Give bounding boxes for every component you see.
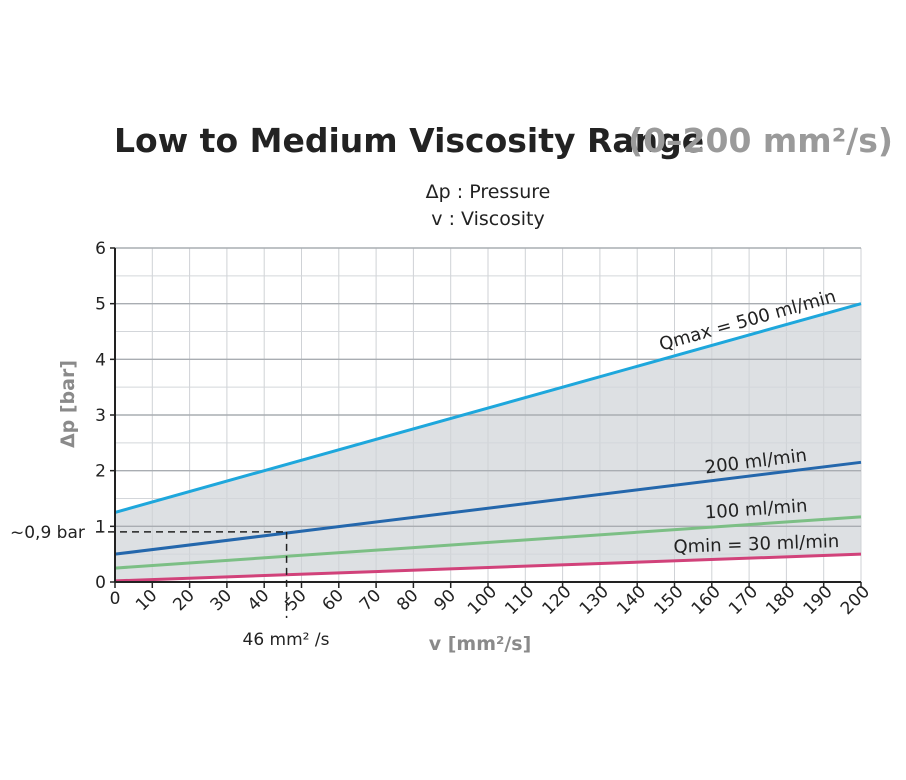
series-line-0 [114, 302, 862, 514]
x-tick-label: 40 [244, 586, 273, 615]
x-tick-label: 190 [800, 582, 837, 619]
y-tick-label: 4 [95, 350, 106, 370]
x-tick-label: 30 [207, 586, 236, 615]
x-tick-label: 100 [464, 582, 501, 619]
y-tick-label: 2 [95, 462, 106, 482]
legend-viscosity: v : Viscosity [431, 208, 544, 230]
x-tick-label: 10 [132, 586, 161, 615]
series-line-3 [114, 552, 862, 583]
x-tick-label: 200 [837, 582, 874, 619]
y-tick-label: 0 [95, 573, 106, 593]
x-tick-label: 90 [430, 586, 459, 615]
x-tick-label: 150 [650, 582, 687, 619]
y-axis-label: Δp [bar] [57, 360, 79, 448]
x-tick-label: 130 [576, 582, 613, 619]
x-tick-label: 110 [501, 582, 538, 619]
x-tick-label: 70 [356, 586, 385, 615]
x-axis-label: v [mm²/s] [429, 633, 532, 655]
x-tick-label: 140 [613, 582, 650, 619]
x-tick-label: 160 [688, 582, 725, 619]
x-tick-label: 120 [539, 582, 576, 619]
y-tick-label: 1 [95, 517, 106, 537]
x-tick-label: 50 [281, 586, 310, 615]
x-tick-label: 80 [393, 586, 422, 615]
series-line-2 [114, 515, 862, 570]
legend-pressure: Δp : Pressure [426, 181, 551, 203]
x-tick-label: 60 [319, 586, 348, 615]
chart-subtitle: (0–200 mm²/s) [628, 121, 893, 160]
y-tick-label: 5 [95, 295, 106, 315]
chart-title: Low to Medium Viscosity Range [114, 121, 704, 160]
series-line-1 [114, 460, 862, 556]
x-tick-label: 180 [762, 582, 799, 619]
x-tick-label: 170 [725, 582, 762, 619]
annotation-viscosity-label: 46 mm² /s [243, 630, 330, 650]
x-tick-label: 0 [110, 589, 121, 609]
x-tick-label: 20 [169, 586, 198, 615]
y-tick-label: 6 [95, 239, 106, 259]
annotation-pressure-label: ~0,9 bar [10, 523, 85, 543]
y-tick-label: 3 [95, 406, 106, 426]
